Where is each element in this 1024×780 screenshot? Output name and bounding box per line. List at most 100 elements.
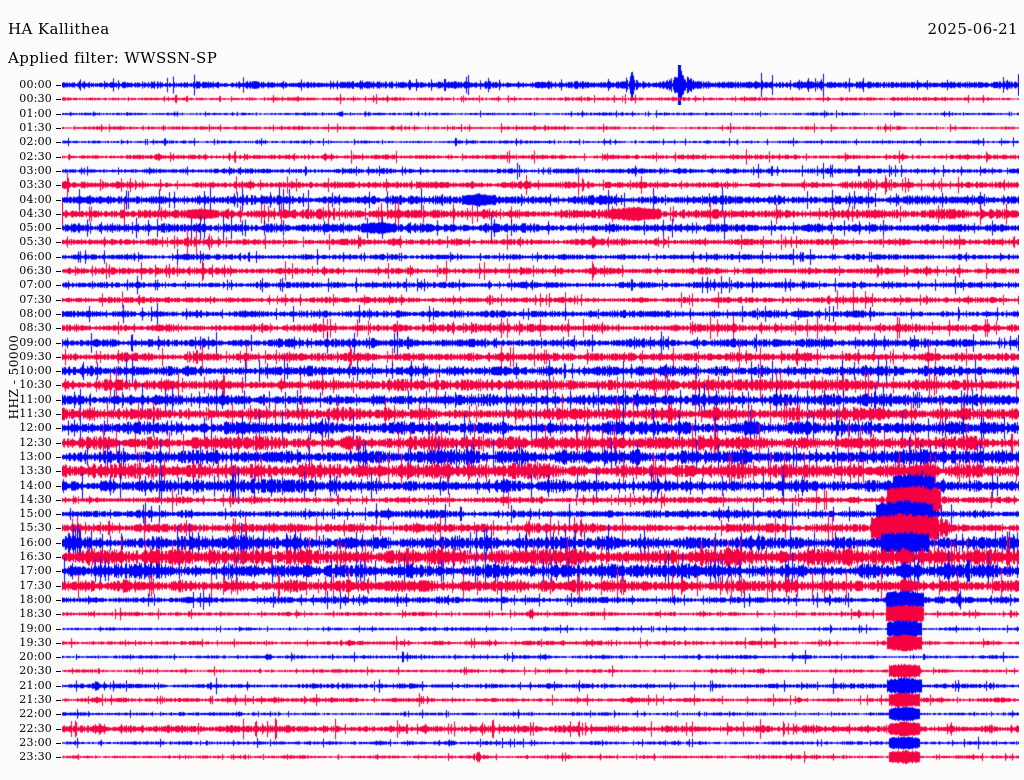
row-tick-mark	[56, 128, 61, 130]
row-time-label: 05:30	[19, 235, 52, 249]
row-tick-mark	[56, 356, 61, 358]
helicorder-row: 23:30	[0, 737, 1024, 778]
row-time-label: 11:30	[19, 407, 52, 421]
row-time-label: 17:30	[19, 578, 52, 592]
row-time-label: 04:00	[19, 192, 52, 206]
station-title: HA Kallithea	[8, 20, 110, 38]
row-tick-mark	[56, 228, 61, 230]
row-time-label: 07:00	[19, 278, 52, 292]
row-tick-mark	[56, 742, 61, 744]
row-tick-mark	[56, 585, 61, 587]
row-tick-mark	[56, 113, 61, 115]
row-tick-mark	[56, 757, 61, 759]
row-time-label: 19:30	[19, 635, 52, 649]
row-tick-mark	[56, 700, 61, 702]
row-time-label: 21:30	[19, 693, 52, 707]
row-time-label: 09:30	[19, 349, 52, 363]
row-time-label: 17:00	[19, 564, 52, 578]
row-time-label: 20:00	[19, 650, 52, 664]
row-tick-mark	[56, 471, 61, 473]
row-tick-mark	[56, 514, 61, 516]
row-time-label: 14:00	[19, 478, 52, 492]
row-tick-mark	[56, 528, 61, 530]
row-time-label: 08:30	[19, 321, 52, 335]
row-time-label: 12:30	[19, 435, 52, 449]
row-tick-mark	[56, 428, 61, 430]
row-time-label: 16:30	[19, 550, 52, 564]
row-tick-mark	[56, 557, 61, 559]
row-time-label: 13:00	[19, 449, 52, 463]
row-tick-mark	[56, 571, 61, 573]
row-time-label: 01:30	[19, 121, 52, 135]
row-time-label: 03:30	[19, 178, 52, 192]
row-tick-mark	[56, 542, 61, 544]
row-tick-mark	[56, 385, 61, 387]
helicorder-plot: 00:00 00:30 01:00 01:30 02:00 02:30 03:00 03:30…	[0, 65, 1024, 778]
row-time-label: 18:30	[19, 607, 52, 621]
row-time-label: 09:00	[19, 335, 52, 349]
row-tick-mark	[56, 371, 61, 373]
row-time-label: 01:00	[19, 106, 52, 120]
trace-waveform	[62, 737, 1019, 778]
row-tick-mark	[56, 156, 61, 158]
row-tick-mark	[56, 256, 61, 258]
row-tick-mark	[56, 299, 61, 301]
row-tick-mark	[56, 456, 61, 458]
row-time-label: 19:00	[19, 621, 52, 635]
row-tick-mark	[56, 242, 61, 244]
row-tick-mark	[56, 142, 61, 144]
row-time-label: 22:30	[19, 721, 52, 735]
row-time-label: 05:00	[19, 221, 52, 235]
row-time-label: 03:00	[19, 163, 52, 177]
row-tick-mark	[56, 671, 61, 673]
row-time-label: 02:00	[19, 135, 52, 149]
row-tick-mark	[56, 442, 61, 444]
row-tick-mark	[56, 285, 61, 287]
row-tick-mark	[56, 328, 61, 330]
row-time-label: 18:00	[19, 592, 52, 606]
row-time-label: 02:30	[19, 149, 52, 163]
row-tick-mark	[56, 599, 61, 601]
row-tick-mark	[56, 628, 61, 630]
row-tick-mark	[56, 499, 61, 501]
row-time-label: 15:30	[19, 521, 52, 535]
row-time-label: 11:00	[19, 392, 52, 406]
row-tick-mark	[56, 728, 61, 730]
row-tick-mark	[56, 414, 61, 416]
row-time-label: 12:00	[19, 421, 52, 435]
row-tick-mark	[56, 614, 61, 616]
row-time-label: 04:30	[19, 206, 52, 220]
row-time-label: 13:30	[19, 464, 52, 478]
row-tick-mark	[56, 271, 61, 273]
row-time-label: 23:30	[19, 750, 52, 764]
applied-filter-label: Applied filter: WWSSN-SP	[8, 49, 218, 67]
row-time-label: 08:00	[19, 306, 52, 320]
row-tick-mark	[56, 685, 61, 687]
row-tick-mark	[56, 185, 61, 187]
row-time-label: 23:00	[19, 735, 52, 749]
row-tick-mark	[56, 485, 61, 487]
row-tick-mark	[56, 642, 61, 644]
row-time-label: 07:30	[19, 292, 52, 306]
row-tick-mark	[56, 714, 61, 716]
row-tick-mark	[56, 399, 61, 401]
row-time-label: 00:00	[19, 78, 52, 92]
row-time-label: 06:00	[19, 249, 52, 263]
row-time-label: 06:30	[19, 264, 52, 278]
row-tick-mark	[56, 657, 61, 659]
row-time-label: 20:30	[19, 664, 52, 678]
row-tick-mark	[56, 199, 61, 201]
row-time-label: 10:30	[19, 378, 52, 392]
date-label: 2025-06-21	[927, 20, 1018, 38]
row-tick-mark	[56, 99, 61, 101]
row-tick-mark	[56, 342, 61, 344]
row-time-label: 14:30	[19, 492, 52, 506]
row-time-label: 00:30	[19, 92, 52, 106]
row-time-label: 22:00	[19, 707, 52, 721]
row-tick-mark	[56, 213, 61, 215]
row-tick-mark	[56, 170, 61, 172]
row-time-label: 16:00	[19, 535, 52, 549]
row-tick-mark	[56, 85, 61, 87]
row-time-label: 10:00	[19, 364, 52, 378]
